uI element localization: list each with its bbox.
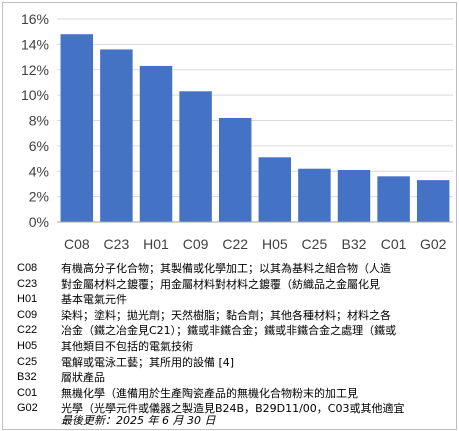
legend-desc: 其他類目不包括的電氣技術 (61, 339, 193, 353)
bar-c09 (179, 91, 212, 222)
legend-row-c01: C01 無機化學（進備用於生產陶瓷產品的無機化合物粉末的加工見 (17, 386, 455, 402)
legend-code: C23 (17, 277, 38, 290)
category-legend: C08 有機高分子化合物；其製備或化學加工；以其為基料之組合物（人造 C23 對… (17, 261, 455, 417)
x-tick-label: C25 (302, 236, 328, 252)
bar-c22 (218, 117, 252, 222)
legend-desc: 基本電氣元件 (61, 293, 127, 307)
y-tick-label: 8% (29, 113, 49, 129)
y-tick-label: 2% (29, 189, 49, 205)
legend-desc: 冶金（鐵之冶金見C21）；鐵或非鐵合金；鐵或非鐵合金之處理（鐵或 (61, 324, 397, 338)
legend-code: C08 (17, 262, 38, 274)
y-tick-label: 16% (21, 11, 49, 27)
x-axis-ticks: C08 C23 H01 C09 C22 H05 C25 B32 C01 G02 (64, 236, 447, 252)
legend-row-c25: C25 電解或電泳工藝；其所用的設備 [4] (17, 355, 455, 371)
bar-c23 (100, 49, 133, 223)
x-tick-label: H01 (143, 236, 169, 252)
y-tick-label: 12% (21, 62, 49, 78)
y-axis-ticks: 0% 2% 4% 6% 8% 10% 12% 14% 16% (21, 11, 49, 230)
bar-c01 (377, 176, 410, 222)
legend-row-c23: C23 對金屬材料之鍍覆；用金屬材料對材料之鍍覆（紡織品之金屬化見 (17, 277, 455, 293)
legend-code: C09 (17, 308, 38, 321)
x-tick-label: C08 (64, 236, 90, 252)
bar-c08 (60, 34, 94, 222)
bars (60, 34, 450, 223)
legend-code: H01 (17, 293, 38, 306)
legend-row-c09: C09 染料；塗料；拋光劑；天然樹脂；黏合劑；其他各種材料；材料之各 (17, 308, 455, 324)
bar-c25 (298, 168, 331, 222)
legend-row-h01: H01 基本電氣元件 (17, 292, 455, 308)
y-tick-label: 4% (29, 163, 49, 179)
legend-desc: 對金屬材料之鍍覆；用金屬材料對材料之鍍覆（紡織品之金屬化見 (61, 277, 380, 291)
bar-h05 (258, 157, 292, 222)
x-tick-label: C09 (183, 236, 209, 252)
last-updated-note: 最後更新：2025 年 6 月 30 日 (61, 414, 216, 427)
y-tick-label: 0% (29, 214, 49, 230)
bar-b32 (337, 169, 371, 222)
x-tick-label: G02 (420, 236, 447, 252)
legend-desc: 無機化學（進備用於生產陶瓷產品的無機化合物粉末的加工見 (61, 386, 358, 400)
legend-code: C25 (17, 355, 38, 368)
x-tick-label: C22 (222, 236, 248, 252)
x-tick-label: H05 (262, 236, 288, 252)
y-tick-label: 10% (21, 87, 49, 103)
legend-row-c08: C08 有機高分子化合物；其製備或化學加工；以其為基料之組合物（人造 (17, 261, 455, 277)
bar-chart: 0% 2% 4% 6% 8% 10% 12% 14% 16% C08 C23 H01 C09 C22 H0… (21, 11, 453, 252)
bar-g02 (416, 180, 450, 222)
y-tick-label: 6% (29, 138, 49, 154)
x-tick-label: C01 (381, 236, 407, 252)
bar-h01 (139, 65, 173, 222)
legend-row-h05: H05 其他類目不包括的電氣技術 (17, 339, 455, 355)
x-tick-label: C23 (104, 236, 130, 252)
legend-code: B32 (17, 371, 37, 384)
legend-desc: 光學（光學元件或儀器之製造見B24B，B29D11/00，C03或其他適宜 (61, 402, 405, 416)
x-tick-label: B32 (342, 236, 367, 252)
legend-row-g02: G02 光學（光學元件或儀器之製造見B24B，B29D11/00，C03或其他適… (17, 401, 455, 417)
legend-code: C01 (17, 386, 38, 399)
legend-desc: 染料；塗料；拋光劑；天然樹脂；黏合劑；其他各種材料；材料之各 (61, 308, 391, 322)
legend-code: G02 (17, 402, 38, 415)
legend-code: C22 (17, 324, 38, 337)
y-tick-label: 14% (21, 36, 49, 52)
legend-desc: 有機高分子化合物；其製備或化學加工；以其為基料之組合物（人造 (61, 262, 391, 275)
legend-code: H05 (17, 339, 38, 352)
legend-row-c22: C22 冶金（鐵之冶金見C21）；鐵或非鐵合金；鐵或非鐵合金之處理（鐵或 (17, 323, 455, 339)
legend-desc: 層狀產品 (61, 371, 105, 385)
legend-row-b32: B32 層狀產品 (17, 370, 455, 386)
legend-desc: 電解或電泳工藝；其所用的設備 [4] (61, 355, 235, 369)
